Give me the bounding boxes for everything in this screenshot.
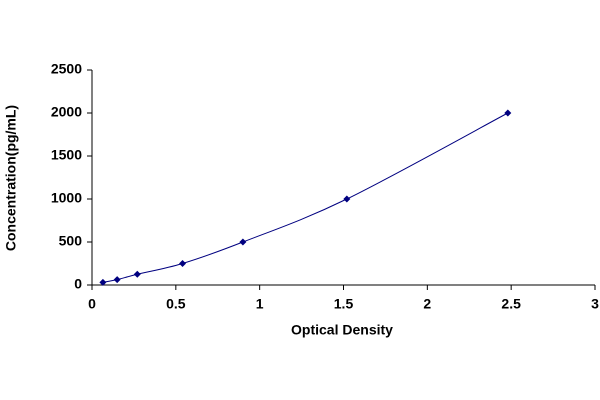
data-point — [239, 238, 247, 246]
x-tick-label: 0 — [88, 296, 96, 312]
x-tick-label: 2 — [423, 296, 431, 312]
x-tick-label: 1 — [256, 296, 264, 312]
y-tick-label: 500 — [59, 233, 83, 249]
x-tick-label: 3 — [591, 296, 599, 312]
x-tick-label: 2.5 — [501, 296, 521, 312]
x-tick-label: 1.5 — [334, 296, 354, 312]
data-point — [113, 276, 121, 284]
data-point — [133, 270, 141, 278]
x-axis-title: Optical Density — [291, 322, 393, 338]
y-tick-label: 0 — [74, 276, 82, 292]
data-point — [504, 109, 512, 117]
y-tick-label: 2000 — [51, 104, 82, 120]
data-point — [343, 195, 351, 203]
y-axis-title: Concentration(pg/mL) — [3, 105, 19, 251]
fit-line — [102, 112, 509, 283]
y-tick-label: 1000 — [51, 190, 82, 206]
y-tick-label: 2500 — [51, 61, 82, 77]
x-tick-label: 0.5 — [166, 296, 186, 312]
y-tick-label: 1500 — [51, 147, 82, 163]
data-point — [99, 278, 107, 286]
data-point — [179, 260, 187, 267]
